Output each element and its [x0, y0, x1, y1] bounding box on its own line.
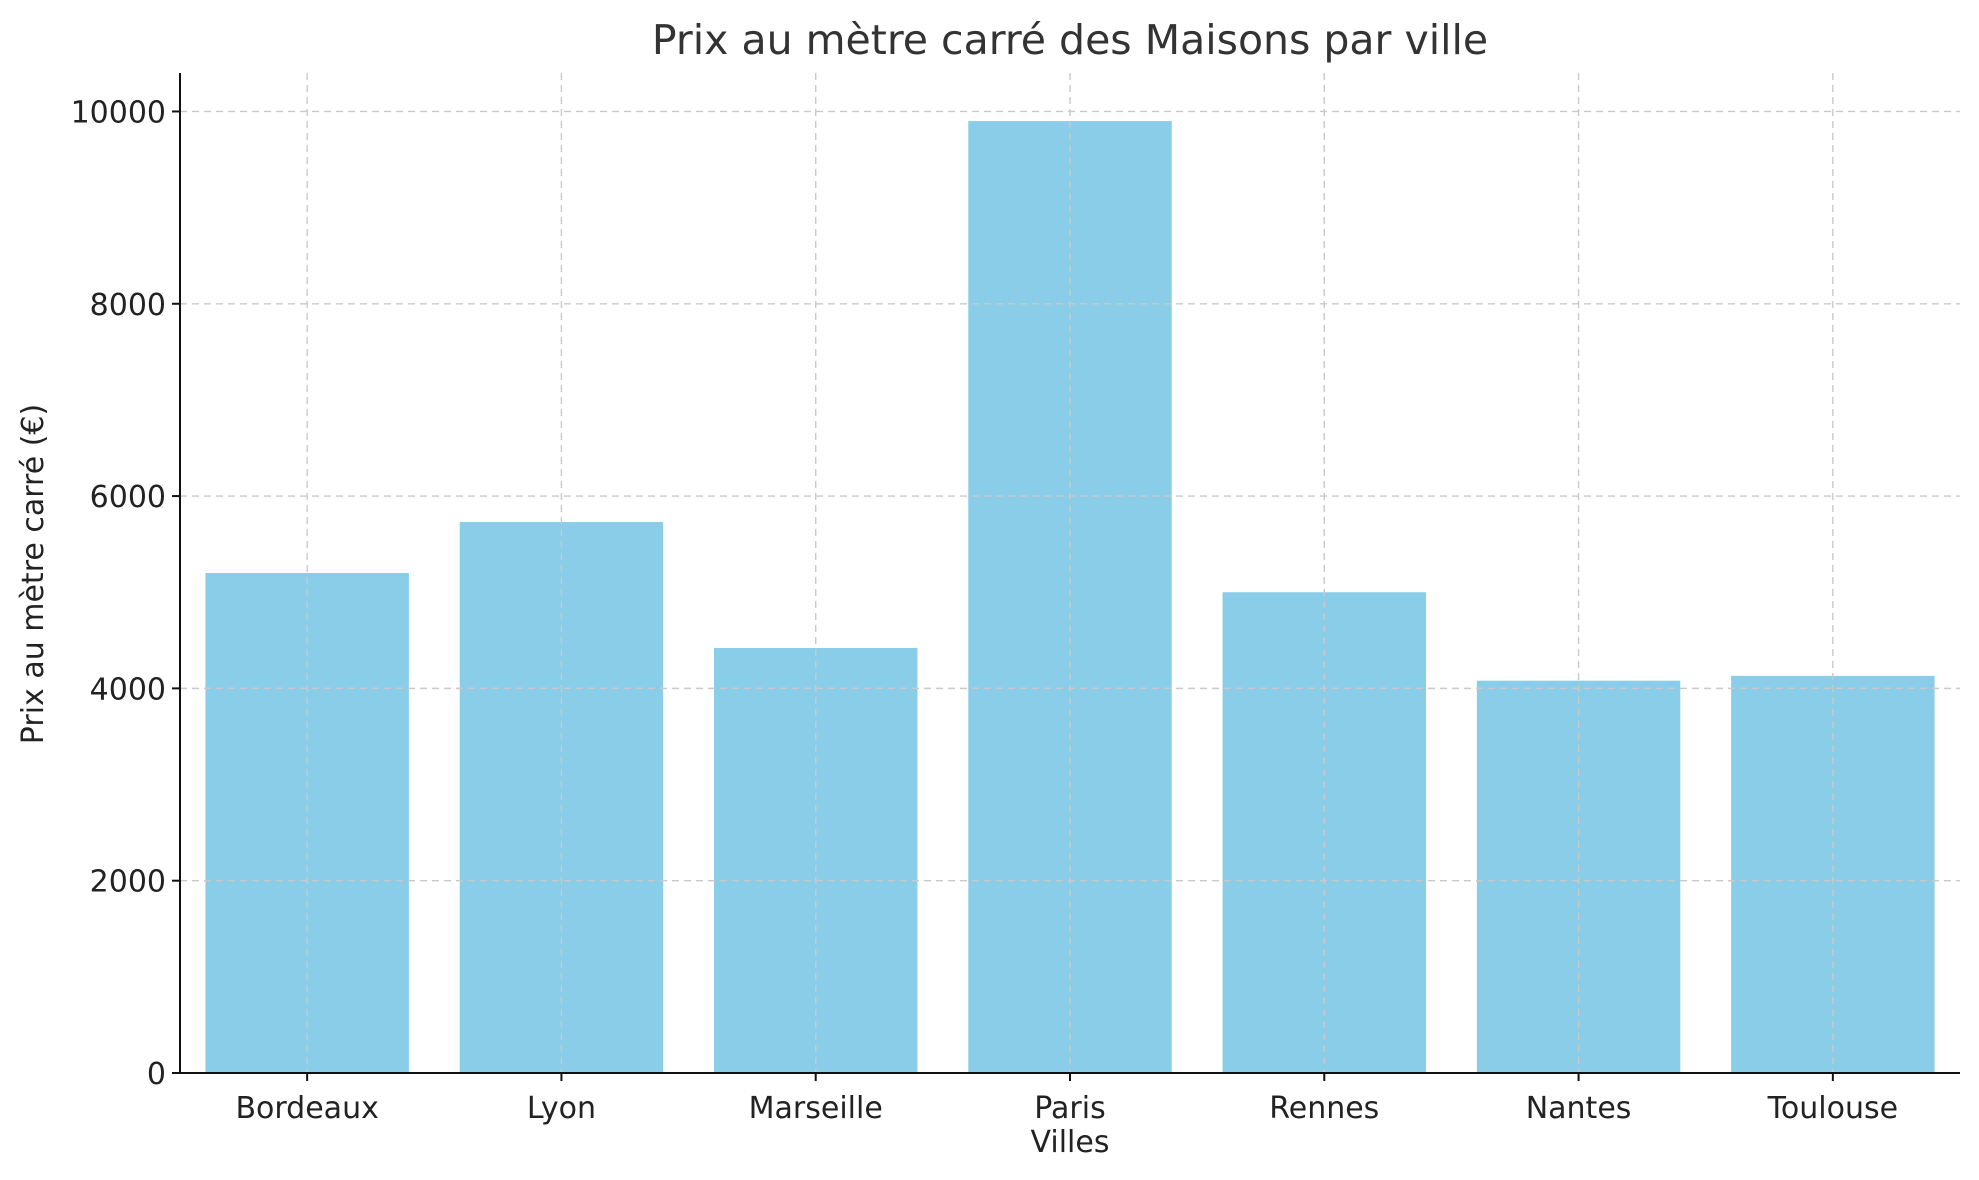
x-tick-label-paris: Paris — [1034, 1091, 1105, 1126]
y-tick-label-2000: 2000 — [90, 865, 166, 900]
x-axis-ticks: Bordeaux Lyon Marseille Paris Rennes Nantes To… — [235, 1073, 1898, 1126]
x-tick-label-bordeaux: Bordeaux — [235, 1091, 378, 1126]
y-tick-label-4000: 4000 — [90, 672, 166, 707]
x-tick-label-nantes: Nantes — [1526, 1091, 1632, 1126]
grid-lines — [180, 73, 1960, 1073]
x-tick-label-lyon: Lyon — [527, 1091, 596, 1126]
y-tick-label-0: 0 — [147, 1057, 166, 1092]
x-tick-label-rennes: Rennes — [1269, 1091, 1379, 1126]
y-axis-ticks: 0 2000 4000 6000 8000 10000 — [71, 95, 180, 1092]
y-axis-label: Prix au mètre carré (€) — [16, 404, 51, 744]
x-axis-label: Villes — [1031, 1125, 1110, 1160]
y-tick-label-6000: 6000 — [90, 480, 166, 515]
chart-title: Prix au mètre carré des Maisons par vill… — [652, 16, 1488, 64]
y-tick-label-8000: 8000 — [90, 288, 166, 323]
x-tick-label-marseille: Marseille — [749, 1091, 883, 1126]
y-tick-label-10000: 10000 — [71, 95, 166, 130]
x-tick-label-toulouse: Toulouse — [1767, 1091, 1898, 1126]
bar-toulouse — [1731, 675, 1935, 1073]
